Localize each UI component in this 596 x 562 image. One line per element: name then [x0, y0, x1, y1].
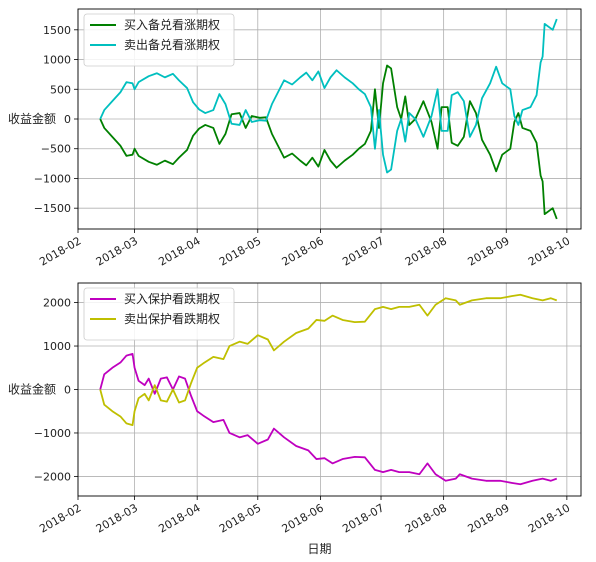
axes-frame: [77, 8, 582, 230]
y-tick-label: 0: [64, 113, 71, 126]
x-tick-label: 2018-06: [280, 501, 326, 535]
x-tick-label: 2018-02: [37, 234, 83, 268]
y-tick-label: 500: [50, 83, 71, 96]
chart-panel-1: 2018-02 2018-03 2018-04 2018-05 2018-06 2018-…: [8, 8, 582, 269]
x-tick-label: 2018-09: [465, 501, 511, 535]
axes-frame: [77, 282, 582, 497]
y-tick-label: 2000: [43, 297, 71, 310]
series-line-1: [99, 352, 558, 486]
y-tick-label: 1000: [43, 340, 71, 353]
y-tick-label: −1000: [34, 427, 71, 440]
x-tick-label: 2018-07: [340, 501, 386, 535]
x-tick-label: 2018-03: [94, 501, 140, 535]
x-tick-label: 2018-03: [94, 234, 140, 268]
x-tick-label: 2018-08: [403, 234, 449, 268]
legend-entry-1: 买入保护看跌期权: [124, 291, 220, 306]
x-tick-label: 2018-04: [156, 234, 202, 268]
y-tick-label: 1500: [43, 24, 71, 37]
y-tick-label: 0: [64, 384, 71, 397]
x-axis-label: 日期: [307, 542, 331, 556]
legend-entry-2: 卖出保护看跌期权: [124, 311, 220, 326]
series-line-2: [99, 18, 558, 174]
x-tick-label: 2018-10: [526, 501, 572, 535]
x-tick-label: 2018-05: [217, 234, 263, 268]
series-line-1: [99, 64, 558, 220]
y-axis-label: 收益金额: [8, 111, 56, 126]
y-axis-label: 收益金额: [8, 382, 56, 397]
chart-panel-2: 2018-02 2018-03 2018-04 2018-05 2018-06 2018-…: [8, 282, 582, 556]
x-tick-label: 2018-07: [340, 234, 386, 268]
y-tick-label: −500: [41, 143, 71, 156]
legend-entry-2: 卖出备兑看涨期权: [124, 37, 220, 52]
y-tick-label: −1000: [34, 172, 71, 185]
series-line-2: [99, 293, 558, 427]
legend-box: [83, 287, 235, 341]
x-tick-label: 2018-09: [465, 234, 511, 268]
y-tick-label: 1000: [43, 54, 71, 67]
x-tick-label: 2018-04: [156, 501, 202, 535]
y-tick-label: −2000: [34, 470, 71, 483]
x-tick-label: 2018-10: [526, 234, 572, 268]
y-tick-label: −1500: [34, 202, 71, 215]
x-tick-label: 2018-05: [217, 501, 263, 535]
x-tick-label: 2018-02: [37, 501, 83, 535]
legend-box: [83, 13, 235, 67]
legend-entry-1: 买入备兑看涨期权: [124, 17, 220, 32]
x-tick-label: 2018-06: [280, 234, 326, 268]
x-tick-label: 2018-08: [403, 501, 449, 535]
